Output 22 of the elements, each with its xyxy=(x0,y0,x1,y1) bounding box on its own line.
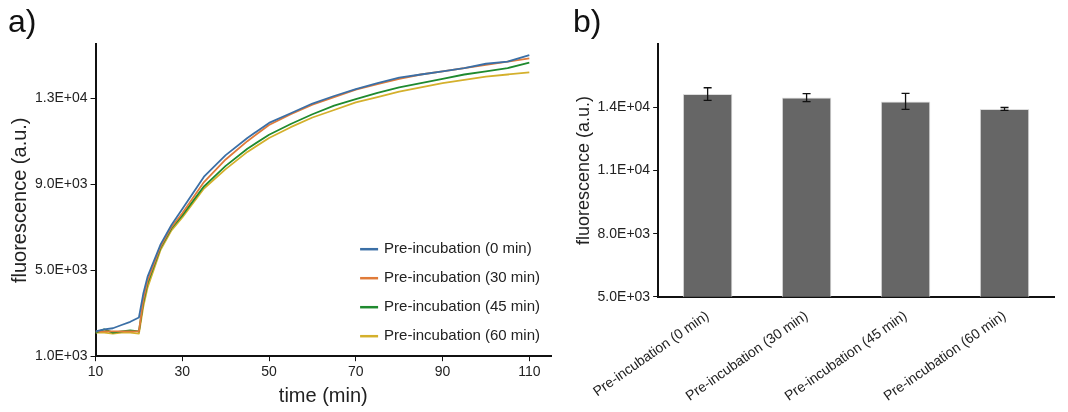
x-tick-label: 10 xyxy=(87,363,104,380)
legend-label: Pre-incubation (30 min) xyxy=(384,268,540,286)
y-tick-label: 5.0E+03 xyxy=(597,287,651,304)
y-tick-label: 5.0E+03 xyxy=(34,261,88,278)
y-axis-title: fluorescence (a.u.) xyxy=(572,96,593,246)
y-tick-label: 9.0E+03 xyxy=(34,175,88,192)
y-axis-title: fluorescence (a.u.) xyxy=(7,117,30,284)
legend-label: Pre-incubation (0 min) xyxy=(384,239,532,257)
chart-title: b) xyxy=(573,3,602,40)
x-tick-label: 70 xyxy=(348,363,364,380)
chart-title: a) xyxy=(8,3,37,40)
x-tick-label: 50 xyxy=(261,363,278,380)
x-tick-label: 90 xyxy=(434,363,451,380)
y-tick-label: 1.0E+03 xyxy=(34,347,88,364)
x-axis-title: time (min) xyxy=(278,383,368,406)
y-tick-label: 8.0E+03 xyxy=(597,224,651,241)
legend-label: Pre-incubation (60 min) xyxy=(384,326,540,344)
y-tick-label: 1.4E+04 xyxy=(597,98,651,115)
y-tick-label: 1.3E+04 xyxy=(34,89,88,106)
x-tick-label: 110 xyxy=(518,363,541,380)
y-tick-label: 1.1E+04 xyxy=(597,161,651,178)
x-tick-label: 30 xyxy=(174,363,191,380)
